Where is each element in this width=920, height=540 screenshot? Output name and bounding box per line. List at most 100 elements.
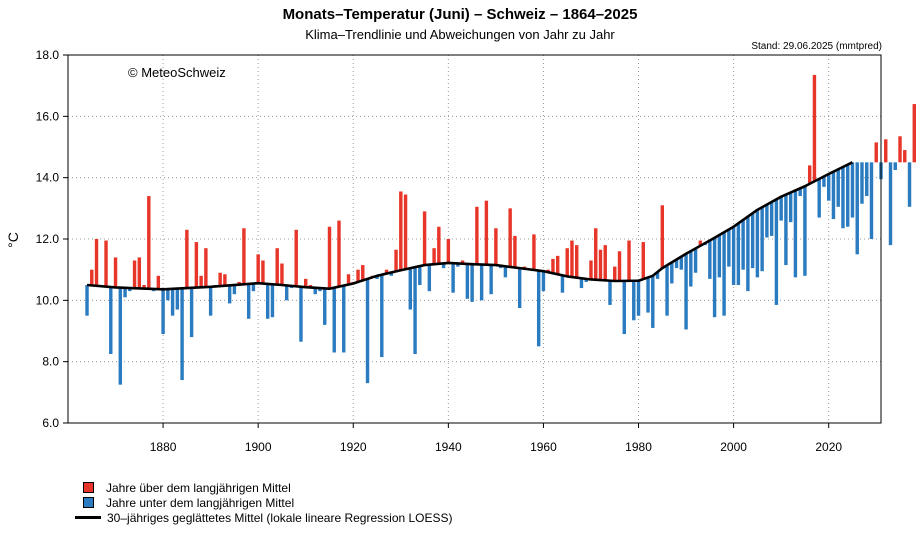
copyright-label: © MeteoSchweiz (128, 65, 226, 80)
bar-2012 (788, 192, 793, 223)
bar-1984 (655, 271, 660, 279)
bar-1906 (284, 285, 289, 301)
bar-1936 (427, 264, 432, 292)
bar-2032 (884, 139, 888, 163)
y-tick-label: 6.0 (42, 416, 59, 430)
bar-1999 (727, 229, 731, 267)
bar-1890 (208, 286, 213, 316)
bar-2020 (826, 173, 831, 201)
bar-2021 (831, 171, 836, 220)
bar-2034 (893, 162, 897, 170)
legend-swatch-above (83, 482, 94, 493)
x-ticks: 1880 1900 1920 1940 1960 1980 2000 2020 (150, 423, 842, 454)
bar-1879 (156, 275, 161, 290)
legend-label-below: Jahre unter dem langjährigen Mittel (106, 495, 295, 510)
bar-1943 (460, 260, 465, 264)
bar-1926 (380, 274, 384, 358)
bar-2011 (784, 194, 788, 266)
bar-1983 (651, 275, 655, 328)
bar-1958 (532, 234, 536, 270)
bar-1990 (684, 253, 688, 330)
bar-1932 (408, 268, 413, 310)
bar-1987 (670, 262, 674, 284)
bar-1897 (242, 228, 246, 285)
bar-1870 (113, 257, 118, 288)
bar-2002 (741, 219, 745, 270)
bar-1930 (399, 191, 403, 271)
bar-1935 (422, 211, 427, 266)
bar-1977 (622, 280, 626, 335)
bar-1865 (90, 269, 94, 286)
stand-date: Stand: 29.06.2025 (mmtpred) (751, 41, 882, 52)
bar-1978 (627, 240, 631, 281)
bar-1972 (598, 249, 603, 281)
bar-1975 (613, 266, 617, 282)
bar-1965 (565, 248, 569, 277)
y-tick-label: 16.0 (36, 109, 60, 123)
bar-1900 (256, 254, 260, 284)
x-tick-label: 1900 (245, 440, 272, 454)
legend-item-trend: 30–jähriges geglättetes Mittel (lokale l… (70, 510, 453, 525)
bar-1904 (275, 248, 279, 285)
bar-1923 (365, 278, 370, 384)
x-tick-label: 2000 (720, 440, 747, 454)
bar-1963 (555, 255, 560, 275)
bar-1974 (608, 280, 612, 305)
bar-1909 (299, 286, 303, 342)
bar-1864 (85, 285, 89, 316)
bar-2010 (779, 196, 783, 221)
bar-1917 (337, 220, 341, 287)
bar-2005 (755, 209, 760, 278)
bar-2014 (798, 188, 802, 197)
bar-2024 (846, 164, 850, 227)
bar-2025 (850, 162, 855, 218)
bar-1937 (432, 248, 436, 265)
bar-2007 (765, 204, 769, 238)
y-tick-label: 14.0 (36, 171, 60, 185)
bar-2018 (817, 178, 821, 218)
bar-1929 (394, 249, 398, 272)
bar-1954 (513, 235, 517, 268)
bar-1925 (375, 275, 379, 279)
bar-1916 (332, 287, 336, 353)
bar-1948 (484, 200, 489, 265)
bar-1899 (251, 283, 256, 292)
bar-1944 (465, 263, 470, 299)
bar-1952 (503, 266, 508, 278)
bar-1940 (446, 239, 451, 263)
bar-1885 (185, 229, 189, 289)
bar-1946 (475, 206, 479, 265)
bar-1976 (617, 251, 622, 281)
x-tick-label: 1920 (340, 440, 367, 454)
bar-1989 (679, 256, 684, 270)
bar-1985 (660, 205, 665, 269)
bar-1877 (147, 196, 151, 289)
bar-2004 (750, 213, 755, 269)
bar-1881 (166, 289, 170, 301)
y-tick-label: 10.0 (36, 293, 60, 307)
x-tick-label: 1980 (625, 440, 652, 454)
x-tick-label: 1960 (530, 440, 557, 454)
bar-1875 (137, 257, 142, 289)
bar-1945 (470, 264, 474, 302)
legend-swatch-trend (75, 516, 101, 519)
bar-1955 (517, 268, 522, 308)
bar-1910 (304, 278, 308, 288)
legend-item-above: Jahre über dem langjährigen Mittel (70, 480, 453, 495)
bar-2001 (736, 223, 741, 285)
legend-label-trend: 30–jähriges geglättetes Mittel (lokale l… (107, 510, 453, 525)
bar-1998 (722, 232, 726, 316)
bar-1880 (161, 289, 165, 335)
bar-1902 (265, 283, 270, 319)
bar-1927 (384, 269, 389, 274)
bar-1886 (189, 287, 194, 338)
bar-1919 (346, 274, 351, 285)
bar-1892 (218, 272, 222, 287)
y-tick-label: 18.0 (36, 48, 60, 62)
x-tick-label: 2020 (815, 440, 842, 454)
x-tick-label: 1940 (435, 440, 462, 454)
bar-1901 (261, 260, 265, 284)
bar-1908 (294, 229, 298, 287)
bar-1997 (717, 235, 722, 278)
bar-2036 (903, 150, 907, 163)
